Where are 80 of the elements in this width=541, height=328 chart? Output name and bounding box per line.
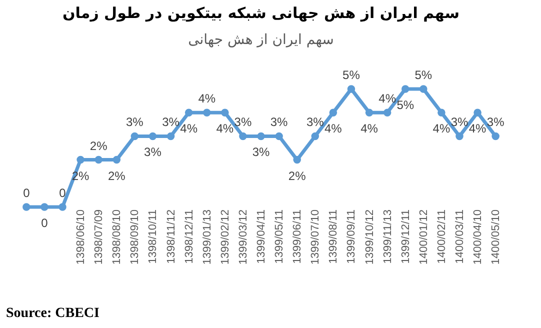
point [94, 156, 102, 164]
x-tick-label: 1399/11/13 [382, 210, 394, 264]
point [492, 132, 500, 140]
x-tick-label: 1399/04/11 [256, 210, 268, 264]
point [221, 108, 229, 116]
x-tick-label: 1399/10/12 [364, 210, 376, 265]
data-label: 3% [126, 115, 144, 130]
data-label: 0 [41, 216, 48, 230]
x-tick-label: 1399/08/11 [328, 210, 340, 264]
x-tick-label: 1400/02/11 [436, 210, 448, 264]
data-label: 3% [252, 145, 270, 160]
point [311, 132, 320, 140]
data-label: 2% [108, 168, 126, 183]
point [401, 85, 410, 93]
point [112, 156, 121, 164]
data-label: 3% [306, 115, 324, 130]
x-tick-label: 1398/12/11 [183, 210, 196, 264]
x-tick-label: 1398/07/09 [93, 210, 106, 265]
point [40, 203, 48, 211]
point [456, 132, 464, 140]
data-label: 0 [59, 186, 66, 200]
x-tick-label: 1399/12/11 [400, 210, 412, 264]
data-label: 3% [144, 145, 162, 160]
data-label: 3% [270, 115, 288, 130]
point [474, 108, 482, 116]
point [148, 132, 157, 140]
point [257, 132, 265, 140]
data-label: 3% [450, 115, 468, 130]
data-label: 2% [90, 138, 108, 153]
point [239, 132, 247, 140]
point [184, 108, 193, 116]
x-tick-label: 1400/04/10 [472, 210, 484, 265]
data-label: 4% [198, 92, 216, 106]
point [347, 85, 356, 93]
data-label: 5% [396, 98, 414, 112]
point [293, 156, 301, 164]
data-label: 2% [288, 168, 306, 183]
x-tick-label: 1400/01/12 [418, 210, 430, 265]
x-tick-label: 1399/07/10 [310, 210, 322, 265]
x-tick-label: 1399/03/12 [237, 210, 250, 265]
data-label: 5% [414, 68, 432, 82]
point [76, 156, 84, 164]
data-label: 4% [468, 122, 487, 136]
point [365, 108, 374, 116]
data-label: 4% [324, 122, 342, 136]
source-note: Source: CBECI [6, 306, 100, 322]
x-tick-label: 1398/11/12 [165, 210, 178, 264]
x-tick-label: 1399/01/13 [201, 210, 214, 265]
data-label: 4% [180, 122, 198, 136]
chart-title: سهم ایران از هش جهانی شبکه بیتکوین در طول زمان [62, 4, 460, 22]
data-label: 3% [486, 115, 505, 130]
x-tick-label: 1398/06/10 [75, 210, 88, 265]
x-tick-label: 1399/05/11 [274, 210, 286, 264]
x-tick-label: 1400/03/11 [454, 210, 466, 264]
data-label: 4% [432, 122, 450, 136]
data-label: 5% [342, 68, 360, 82]
x-tick-label: 1398/08/10 [111, 210, 124, 265]
data-label: 4% [378, 92, 396, 106]
data-label: 4% [360, 122, 378, 136]
x-tick-label: 1400/05/10 [490, 210, 502, 265]
data-label: 3% [234, 115, 252, 130]
point [329, 108, 338, 116]
point [58, 203, 66, 211]
x-tick-label: 1399/06/11 [292, 210, 304, 264]
x-tick-label: 1399/02/12 [219, 210, 232, 265]
x-tick-label: 1398/09/10 [129, 210, 142, 265]
point [438, 108, 446, 116]
point [130, 132, 139, 140]
data-label: 4% [216, 122, 234, 136]
x-tick-label: 1398/10/11 [147, 210, 160, 264]
data-label: 3% [162, 115, 180, 130]
data-label: 0 [23, 186, 30, 200]
point [420, 85, 428, 93]
x-tick-label: 1399/09/11 [346, 210, 358, 264]
point [202, 108, 211, 116]
point [22, 203, 30, 211]
point [166, 132, 175, 140]
chart-subtitle: سهم ایران از هش جهانی [188, 32, 334, 48]
point [275, 132, 283, 140]
point [383, 108, 392, 116]
